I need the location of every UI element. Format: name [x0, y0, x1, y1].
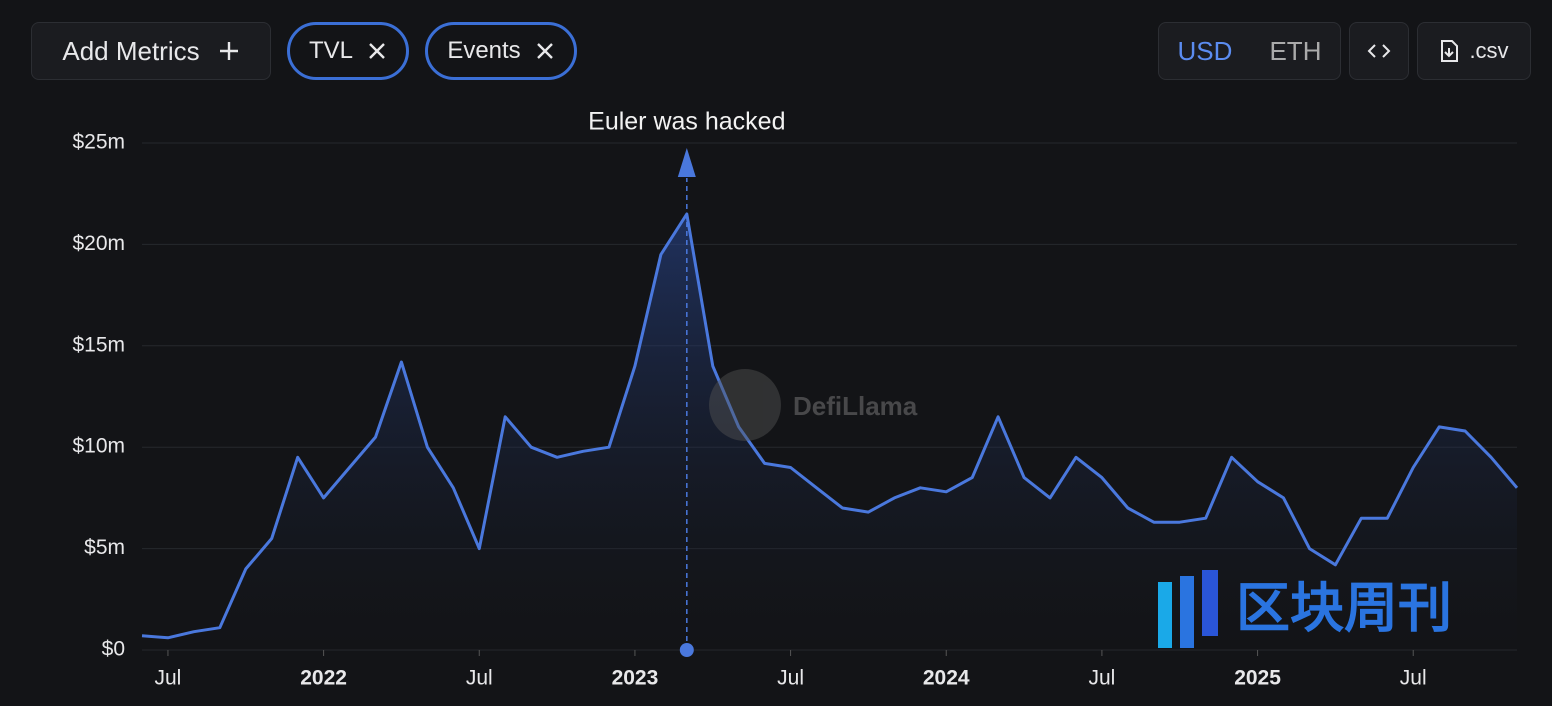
y-tick-label: $5m	[84, 536, 125, 559]
events-chip[interactable]: Events	[425, 22, 577, 80]
csv-button[interactable]: .csv	[1417, 22, 1531, 80]
embed-button[interactable]	[1349, 22, 1409, 80]
y-tick-label: $20m	[72, 232, 125, 255]
chip-label: Events	[447, 37, 521, 64]
x-tick-label: Jul	[466, 667, 493, 690]
area	[142, 214, 1517, 650]
x-tick-label: Jul	[1088, 667, 1115, 690]
close-icon	[536, 43, 553, 59]
line	[141, 212, 1519, 640]
event-label: Euler was hacked	[588, 108, 785, 136]
x-tick-label: 2022	[300, 667, 347, 690]
brand-text: 区块周刊	[1236, 578, 1452, 638]
eth-option[interactable]: ETH	[1269, 35, 1322, 66]
x-tick-label: 2025	[1234, 667, 1281, 690]
tvl-chip[interactable]: TVL	[287, 22, 409, 80]
x-tick-label: Jul	[155, 667, 182, 690]
y-tick-label: $25m	[72, 131, 125, 154]
file-icon	[1441, 40, 1459, 62]
close-icon	[369, 43, 385, 59]
y-tick-label: $0	[102, 638, 125, 661]
currency-toggle: USD ETH	[1158, 22, 1341, 80]
x-tick-label: 2024	[923, 667, 970, 690]
x-tick-label: Jul	[1400, 667, 1427, 690]
add-metrics-button[interactable]: Add Metrics	[31, 22, 271, 80]
y-tick-label: $10m	[72, 435, 125, 458]
watermark-text: DefiLlama	[793, 391, 918, 421]
csv-label: .csv	[1469, 38, 1509, 63]
defillama-watermark: DefiLlama	[709, 369, 918, 441]
brand-watermark: 区块周刊	[1158, 570, 1452, 648]
event-marker	[679, 643, 694, 657]
usd-option[interactable]: USD	[1177, 35, 1233, 66]
chip-label: TVL	[308, 37, 353, 64]
x-tick-label: Jul	[777, 667, 804, 690]
x-tick-label: 2023	[612, 667, 659, 690]
button-label: Add Metrics	[62, 35, 200, 66]
code-icon	[1367, 44, 1391, 58]
plus-icon	[219, 42, 238, 60]
y-tick-label: $15m	[72, 333, 125, 356]
plot: $0 $5m $10m $15m $20m $25m Jul 2022 Jul 2023 Jul 20…	[72, 108, 1519, 690]
event-arrow	[677, 148, 696, 177]
